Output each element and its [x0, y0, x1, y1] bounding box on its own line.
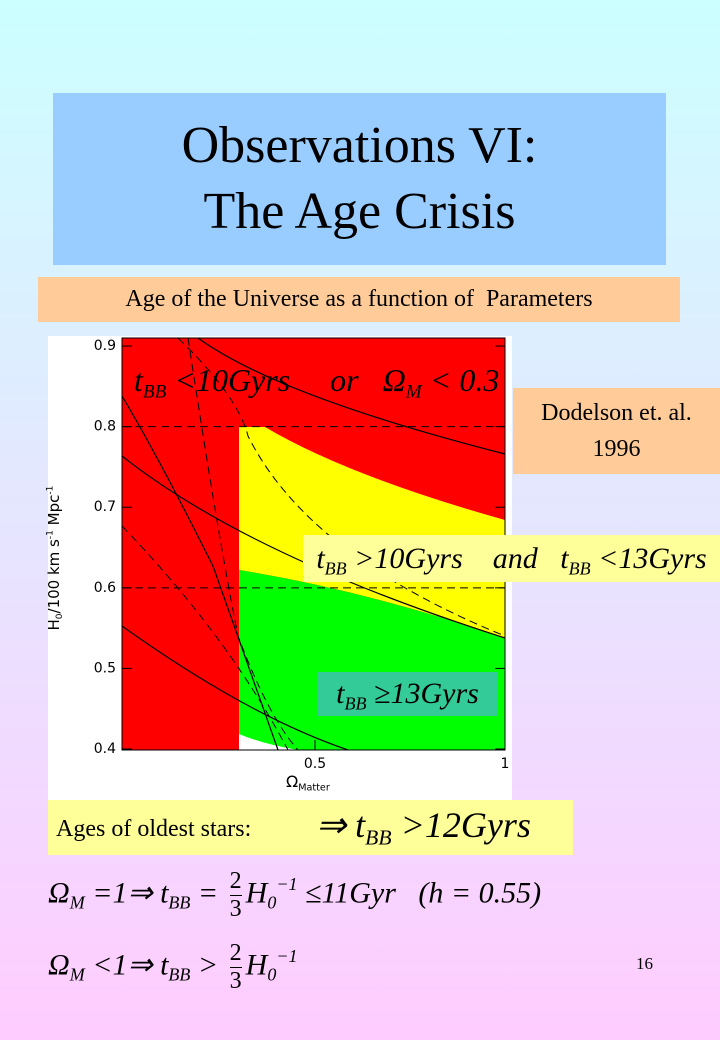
- citation-line: 1996: [592, 436, 641, 462]
- title-line: The Age Crisis: [203, 183, 516, 240]
- math-run: t: [316, 542, 325, 575]
- citation-line: Dodelson et. al.: [541, 400, 692, 426]
- yellow-region: [239, 427, 505, 638]
- title-box: Observations VI: The Age Crisis: [53, 93, 666, 265]
- y-tick-label: 0.5: [94, 660, 116, 676]
- math-run: BB: [168, 892, 191, 913]
- y-tick-label: 0.9: [94, 338, 116, 354]
- white-region: [239, 734, 298, 750]
- math-run: Ω: [48, 948, 70, 982]
- math-run: H: [245, 876, 268, 910]
- middle-label: tBB >10Gyrs and tBB <13Gyrs: [303, 535, 720, 582]
- citation-box: Dodelson et. al. 1996: [513, 388, 720, 474]
- y-tick-label: 0.7: [94, 499, 116, 515]
- old-label: tBB ≥13Gyrs: [318, 672, 497, 716]
- math-run: M: [69, 964, 85, 985]
- stars-math: ⇒ tBB >12Gyrs: [316, 804, 531, 851]
- numerator: 2: [229, 940, 242, 968]
- math-run: -1: [45, 485, 56, 495]
- x-axis-label: ΩMatter: [286, 772, 330, 793]
- title-line: Observations VI:: [181, 117, 538, 174]
- region-label: tBB <10Gyrs or ΩM < 0.3: [134, 362, 499, 404]
- math-run: BB: [365, 825, 392, 850]
- math-run: Ω: [286, 772, 299, 791]
- math-run: BB: [344, 693, 367, 714]
- math-run: <1⇒ t: [84, 948, 169, 982]
- stars-box: Ages of oldest stars: ⇒ tBB >12Gyrs: [48, 800, 573, 855]
- page-number: 16: [636, 954, 653, 973]
- denominator: 3: [229, 896, 242, 922]
- x-tick-label: 0.5: [304, 756, 326, 772]
- math-run: M: [405, 381, 422, 403]
- y-tick-label: 0.6: [94, 580, 116, 596]
- math-run: ≥13Gyrs: [366, 677, 479, 710]
- math-run: H: [245, 948, 268, 982]
- math-run: =1⇒ t: [84, 876, 169, 910]
- math-run: < 0.3: [421, 362, 500, 398]
- math-run: Matter: [298, 782, 330, 794]
- math-run: BB: [168, 964, 191, 985]
- math-run: M: [69, 892, 85, 913]
- math-run: ⇒ t: [316, 805, 366, 845]
- math-run: >10Gyrs and t: [346, 542, 569, 575]
- subtitle-box: Age of the Universe as a function of Par…: [38, 277, 680, 322]
- equation: ΩM <1⇒ tBB > 2 3 H0−1: [48, 940, 298, 995]
- math-run: H: [44, 619, 63, 631]
- math-run: >: [190, 948, 226, 982]
- x-tick-label: 1: [501, 756, 510, 772]
- math-run: <13Gyrs: [590, 542, 707, 575]
- math-run: t: [336, 677, 345, 710]
- math-run: 0: [267, 892, 277, 913]
- math-run: <10Gyrs or Ω: [166, 362, 406, 398]
- math-run: 0: [267, 964, 277, 985]
- denominator: 3: [229, 968, 242, 994]
- y-tick-label: 0.8: [94, 419, 116, 435]
- math-run: Mpc: [44, 494, 63, 531]
- math-run: 0: [55, 613, 66, 620]
- y-axis-label: H0/100 km s-1 Mpc-1: [45, 438, 65, 678]
- math-run: ≤11Gyr (h = 0.55): [297, 876, 542, 910]
- curves: [121, 337, 506, 751]
- math-run: t: [134, 362, 143, 398]
- math-run: =: [190, 876, 226, 910]
- math-run: Ω: [48, 876, 70, 910]
- math-run: BB: [142, 381, 167, 403]
- stars-label: Ages of oldest stars:: [56, 816, 252, 842]
- equation: ΩM =1⇒ tBB = 2 3 H0−1 ≤11Gyr (h = 0.55): [48, 868, 541, 923]
- numerator: 2: [229, 868, 242, 896]
- math-run: BB: [568, 558, 591, 579]
- y-tick-label: 0.4: [94, 741, 116, 757]
- dashed-curves: [121, 337, 506, 751]
- math-run: BB: [324, 558, 347, 579]
- math-run: −1: [276, 873, 298, 894]
- math-run: −1: [276, 945, 298, 966]
- math-run: -1: [45, 530, 56, 540]
- math-run: /100 km s: [44, 539, 63, 614]
- math-run: >12Gyrs: [391, 805, 531, 845]
